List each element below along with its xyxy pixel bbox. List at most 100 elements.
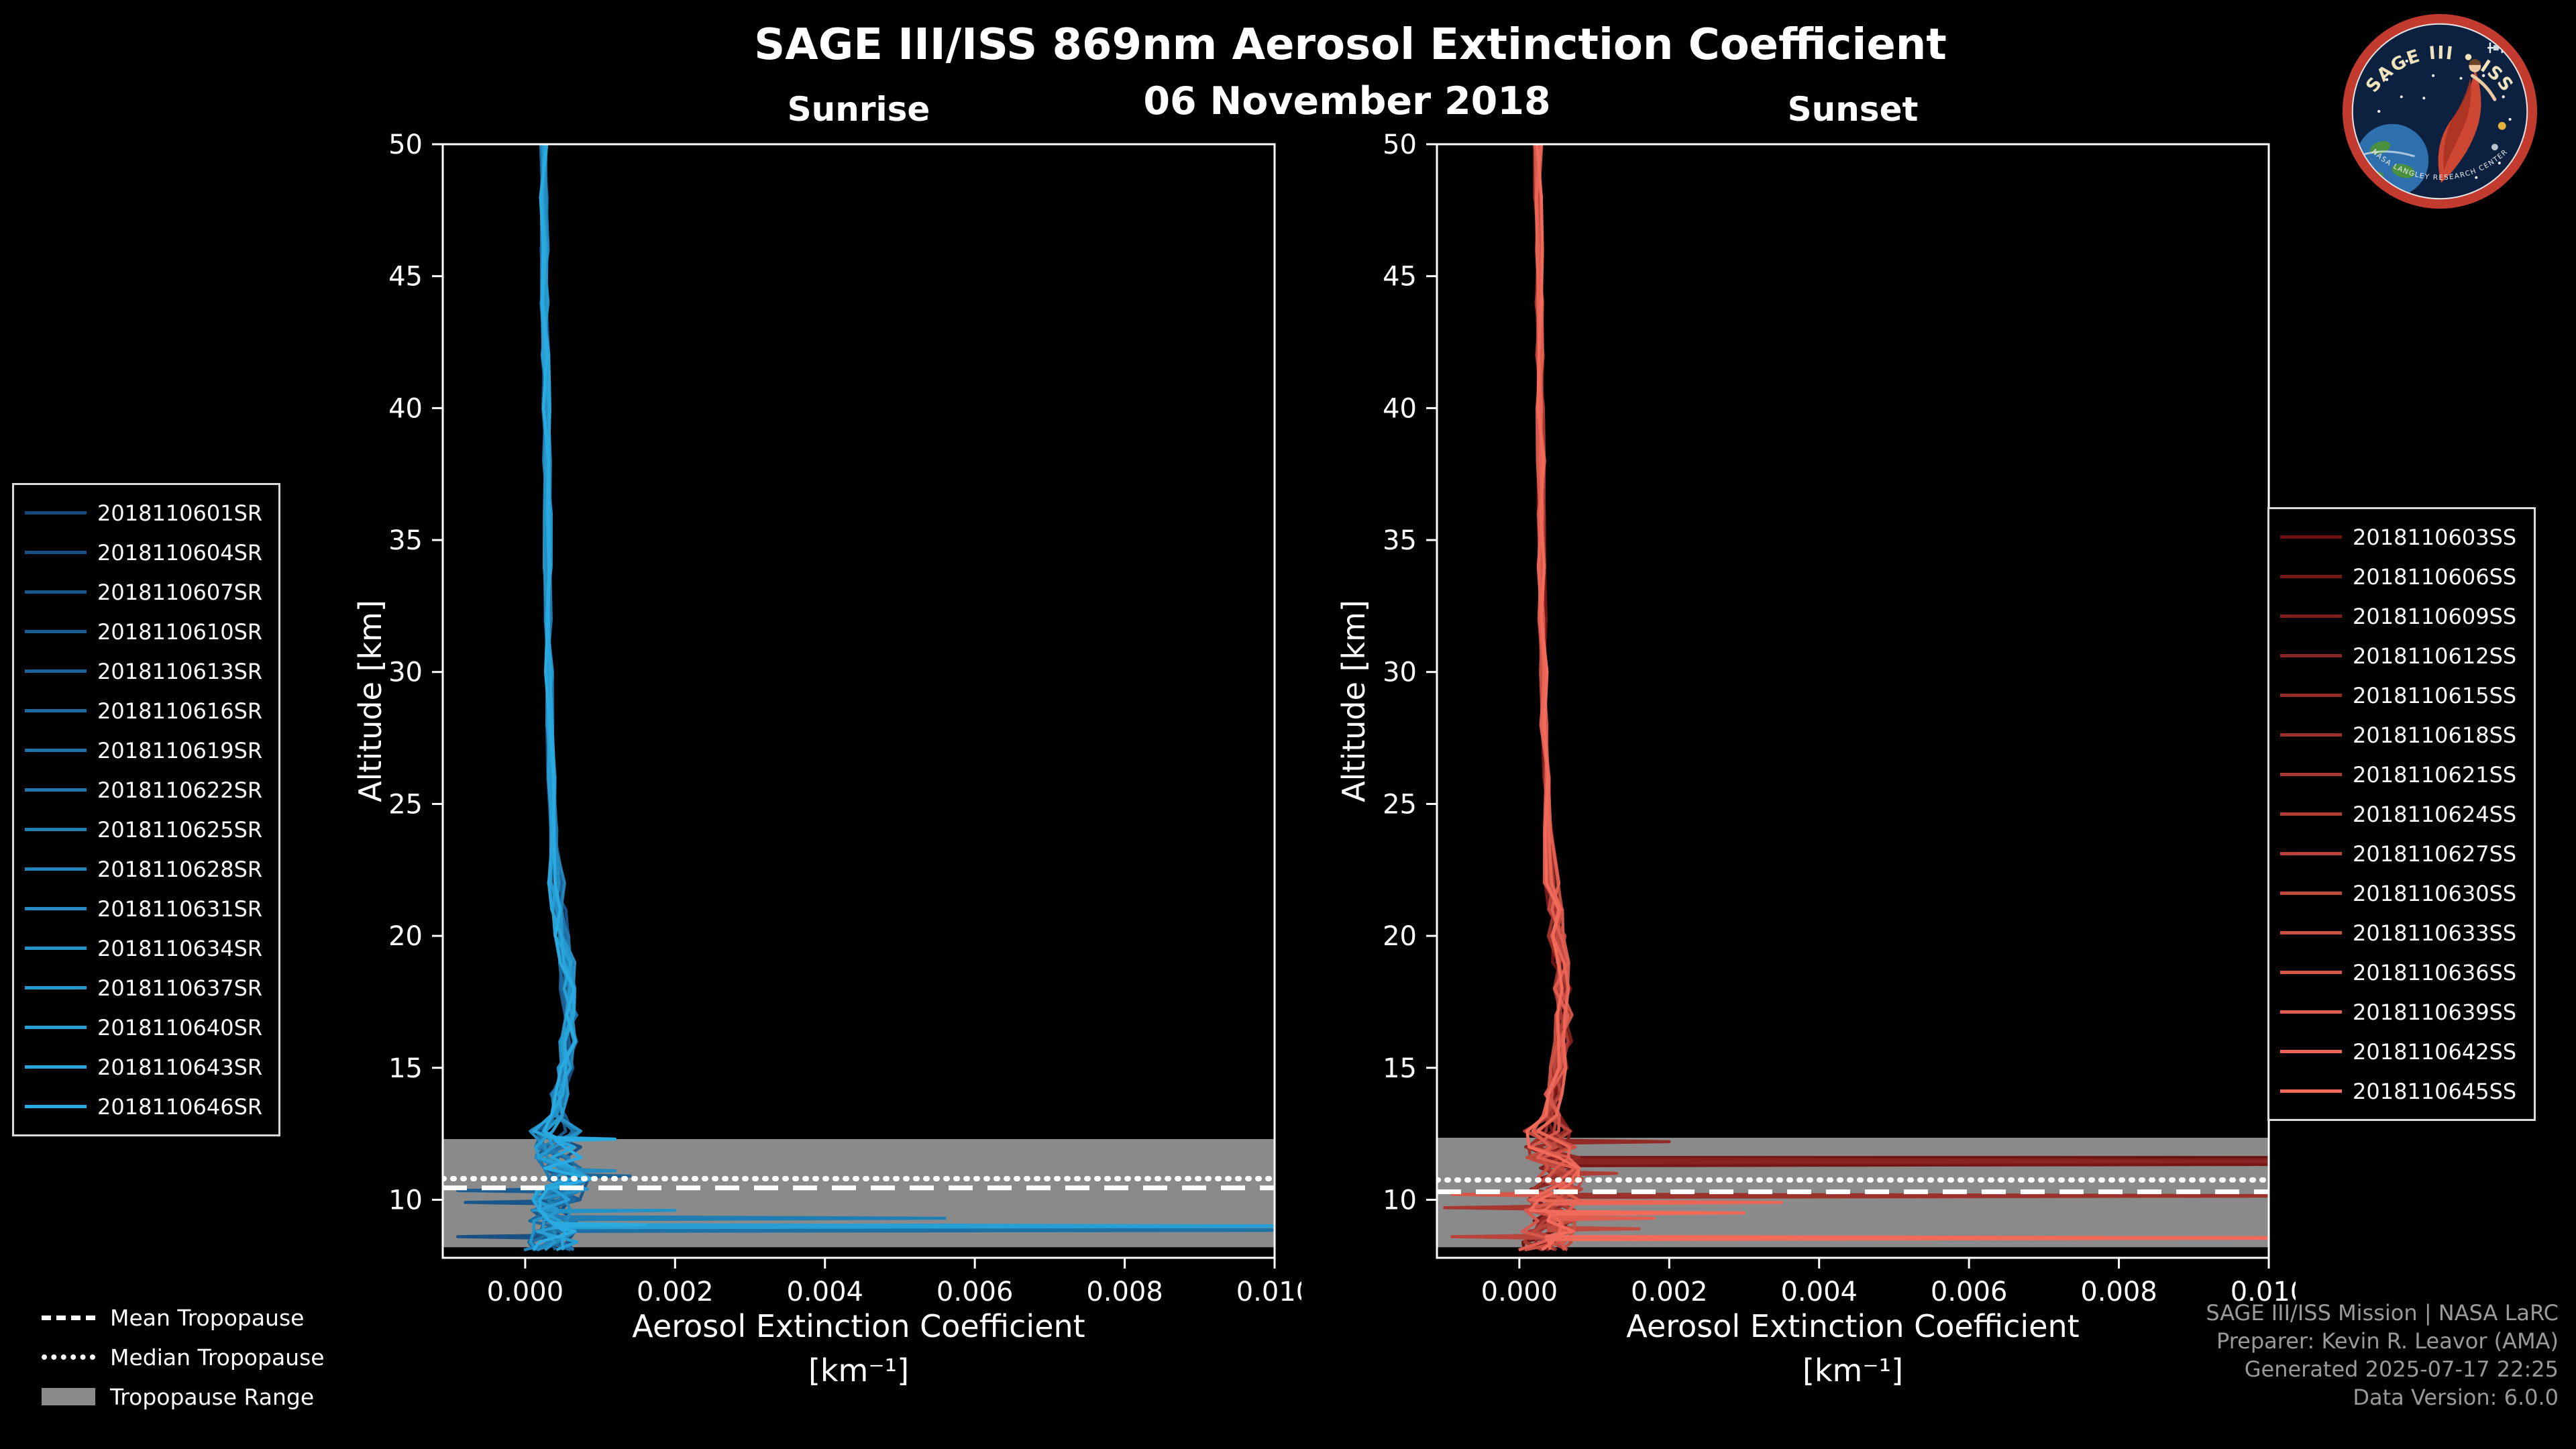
- legend-label: 2018110628SR: [97, 856, 263, 882]
- legend-item: 2018110637SR: [25, 968, 268, 1008]
- legend-label: 2018110643SR: [97, 1054, 263, 1080]
- legend-line-sample: [2280, 694, 2342, 697]
- x-tick-label: 0.006: [1931, 1277, 2008, 1307]
- legend-label: Median Tropopause: [110, 1344, 325, 1371]
- legend-line-sample: [2280, 1089, 2342, 1093]
- legend-line-sample: [2280, 733, 2342, 737]
- x-tick-label: 0.000: [487, 1277, 564, 1307]
- y-tick-label: 35: [388, 525, 423, 556]
- y-tick-label: 40: [388, 393, 423, 424]
- figure-title: SAGE III/ISS 869nm Aerosol Extinction Co…: [754, 20, 1947, 70]
- y-tick-label: 15: [1383, 1053, 1417, 1084]
- legend-label: 2018110613SR: [97, 658, 263, 684]
- x-tick-label: 0.010: [1236, 1277, 1301, 1307]
- legend-line-sample: [25, 1105, 87, 1108]
- legend-item: 2018110630SS: [2280, 873, 2523, 913]
- x-tick-label: 0.000: [1481, 1277, 1558, 1307]
- legend-line-sample: [25, 669, 87, 673]
- legend-item: 2018110606SS: [2280, 557, 2523, 596]
- legend-item: 2018110645SS: [2280, 1071, 2523, 1111]
- legend-line-sample: [2280, 773, 2342, 776]
- legend-label: 2018110606SS: [2353, 564, 2517, 590]
- profile-line-2018110612SS: [1524, 144, 2269, 1252]
- dashed-line-icon: [42, 1315, 95, 1320]
- legend-label: 2018110618SS: [2353, 722, 2517, 748]
- y-tick-label: 45: [388, 262, 423, 292]
- legend-item: 2018110615SS: [2280, 676, 2523, 715]
- sunrise-panel-title: Sunrise: [787, 90, 930, 129]
- x-axis-units: [km⁻¹]: [808, 1352, 910, 1389]
- legend-label: 2018110609SS: [2353, 603, 2517, 629]
- legend-item: 2018110633SS: [2280, 913, 2523, 953]
- legend-item: 2018110619SR: [25, 731, 268, 770]
- legend-item: 2018110624SS: [2280, 794, 2523, 834]
- legend-item: 2018110601SR: [25, 493, 268, 533]
- legend-label: 2018110601SR: [97, 500, 263, 526]
- stars: [2377, 59, 2512, 179]
- profile-line-2018110640SR: [534, 144, 1275, 1252]
- legend-item: 2018110612SS: [2280, 636, 2523, 676]
- x-tick-label: 0.006: [936, 1277, 1014, 1307]
- credit-line: Data Version: 6.0.0: [2353, 1385, 2559, 1410]
- profile-line-2018110637SR: [531, 144, 593, 1251]
- legend-line-sample: [2280, 1050, 2342, 1053]
- legend-item: 2018110642SS: [2280, 1032, 2523, 1071]
- legend-item: 2018110618SS: [2280, 715, 2523, 755]
- legend-label: 2018110646SR: [97, 1093, 263, 1120]
- sunset-panel-title: Sunset: [1787, 90, 1919, 129]
- legend-label: 2018110616SR: [97, 698, 263, 724]
- sun-icon: [2498, 121, 2506, 130]
- profile-line-2018110642SS: [1529, 144, 1784, 1250]
- legend-line-sample: [25, 828, 87, 831]
- legend-line-sample: [25, 709, 87, 712]
- y-tick-label: 10: [1383, 1185, 1417, 1216]
- x-tick-label: 0.002: [637, 1277, 714, 1307]
- dotted-line-icon: [42, 1354, 95, 1360]
- x-tick-label: 0.004: [1780, 1277, 1858, 1307]
- legend-line-sample: [25, 511, 87, 515]
- tropopause-legend: Mean Tropopause Median Tropopause Tropop…: [42, 1304, 325, 1423]
- plot-border: [441, 143, 1276, 1259]
- legend-label: 2018110619SR: [97, 737, 263, 763]
- y-tick-label: 10: [388, 1185, 423, 1216]
- legend-item: 2018110636SS: [2280, 953, 2523, 992]
- legend-item: 2018110646SR: [25, 1087, 268, 1126]
- y-tick-label: 40: [1383, 393, 1417, 424]
- legend-label: 2018110637SR: [97, 975, 263, 1001]
- legend-line-sample: [25, 551, 87, 554]
- y-tick-label: 20: [388, 921, 423, 952]
- legend-item: 2018110610SR: [25, 612, 268, 651]
- profile-line-2018110619SR: [530, 144, 1275, 1251]
- tropopause-range-legend-item: Tropopause Range: [42, 1383, 325, 1410]
- legend-item: 2018110631SR: [25, 889, 268, 928]
- legend-label: 2018110631SR: [97, 896, 263, 922]
- credit-line: SAGE III/ISS Mission | NASA LaRC: [2206, 1300, 2559, 1326]
- profile-line-2018110625SR: [535, 144, 947, 1252]
- legend-line-sample: [25, 788, 87, 792]
- sunset-legend: 2018110603SS 2018110606SS 2018110609SS 2018…: [2267, 507, 2536, 1121]
- legend-line-sample: [2280, 892, 2342, 895]
- legend-line-sample: [25, 1065, 87, 1069]
- x-tick-label: 0.010: [2231, 1277, 2296, 1307]
- legend-line-sample: [25, 590, 87, 594]
- legend-item: 2018110613SR: [25, 651, 268, 691]
- y-tick-label: 50: [1383, 131, 1417, 160]
- legend-label: 2018110603SS: [2353, 524, 2517, 550]
- legend-line-sample: [2280, 614, 2342, 618]
- profile-line-2018110609SS: [1521, 144, 2269, 1252]
- credits-block: SAGE III/ISS Mission | NASA LaRC Prepare…: [2206, 1299, 2559, 1411]
- x-tick-label: 0.002: [1631, 1277, 1708, 1307]
- legend-label: 2018110634SR: [97, 935, 263, 961]
- legend-label: 2018110633SS: [2353, 920, 2517, 946]
- profile-line-2018110616SR: [528, 144, 582, 1252]
- profile-line-2018110645SS: [1525, 144, 2269, 1252]
- legend-line-sample: [2280, 971, 2342, 974]
- legend-label: 2018110604SR: [97, 539, 263, 566]
- profile-line-2018110606SS: [1519, 144, 2269, 1252]
- y-tick-label: 50: [388, 131, 423, 160]
- legend-item: 2018110628SR: [25, 849, 268, 889]
- sunrise-legend: 2018110601SR 2018110604SR 2018110607SR 2018…: [12, 483, 280, 1136]
- legend-item: 2018110627SS: [2280, 834, 2523, 873]
- legend-line-sample: [2280, 812, 2342, 816]
